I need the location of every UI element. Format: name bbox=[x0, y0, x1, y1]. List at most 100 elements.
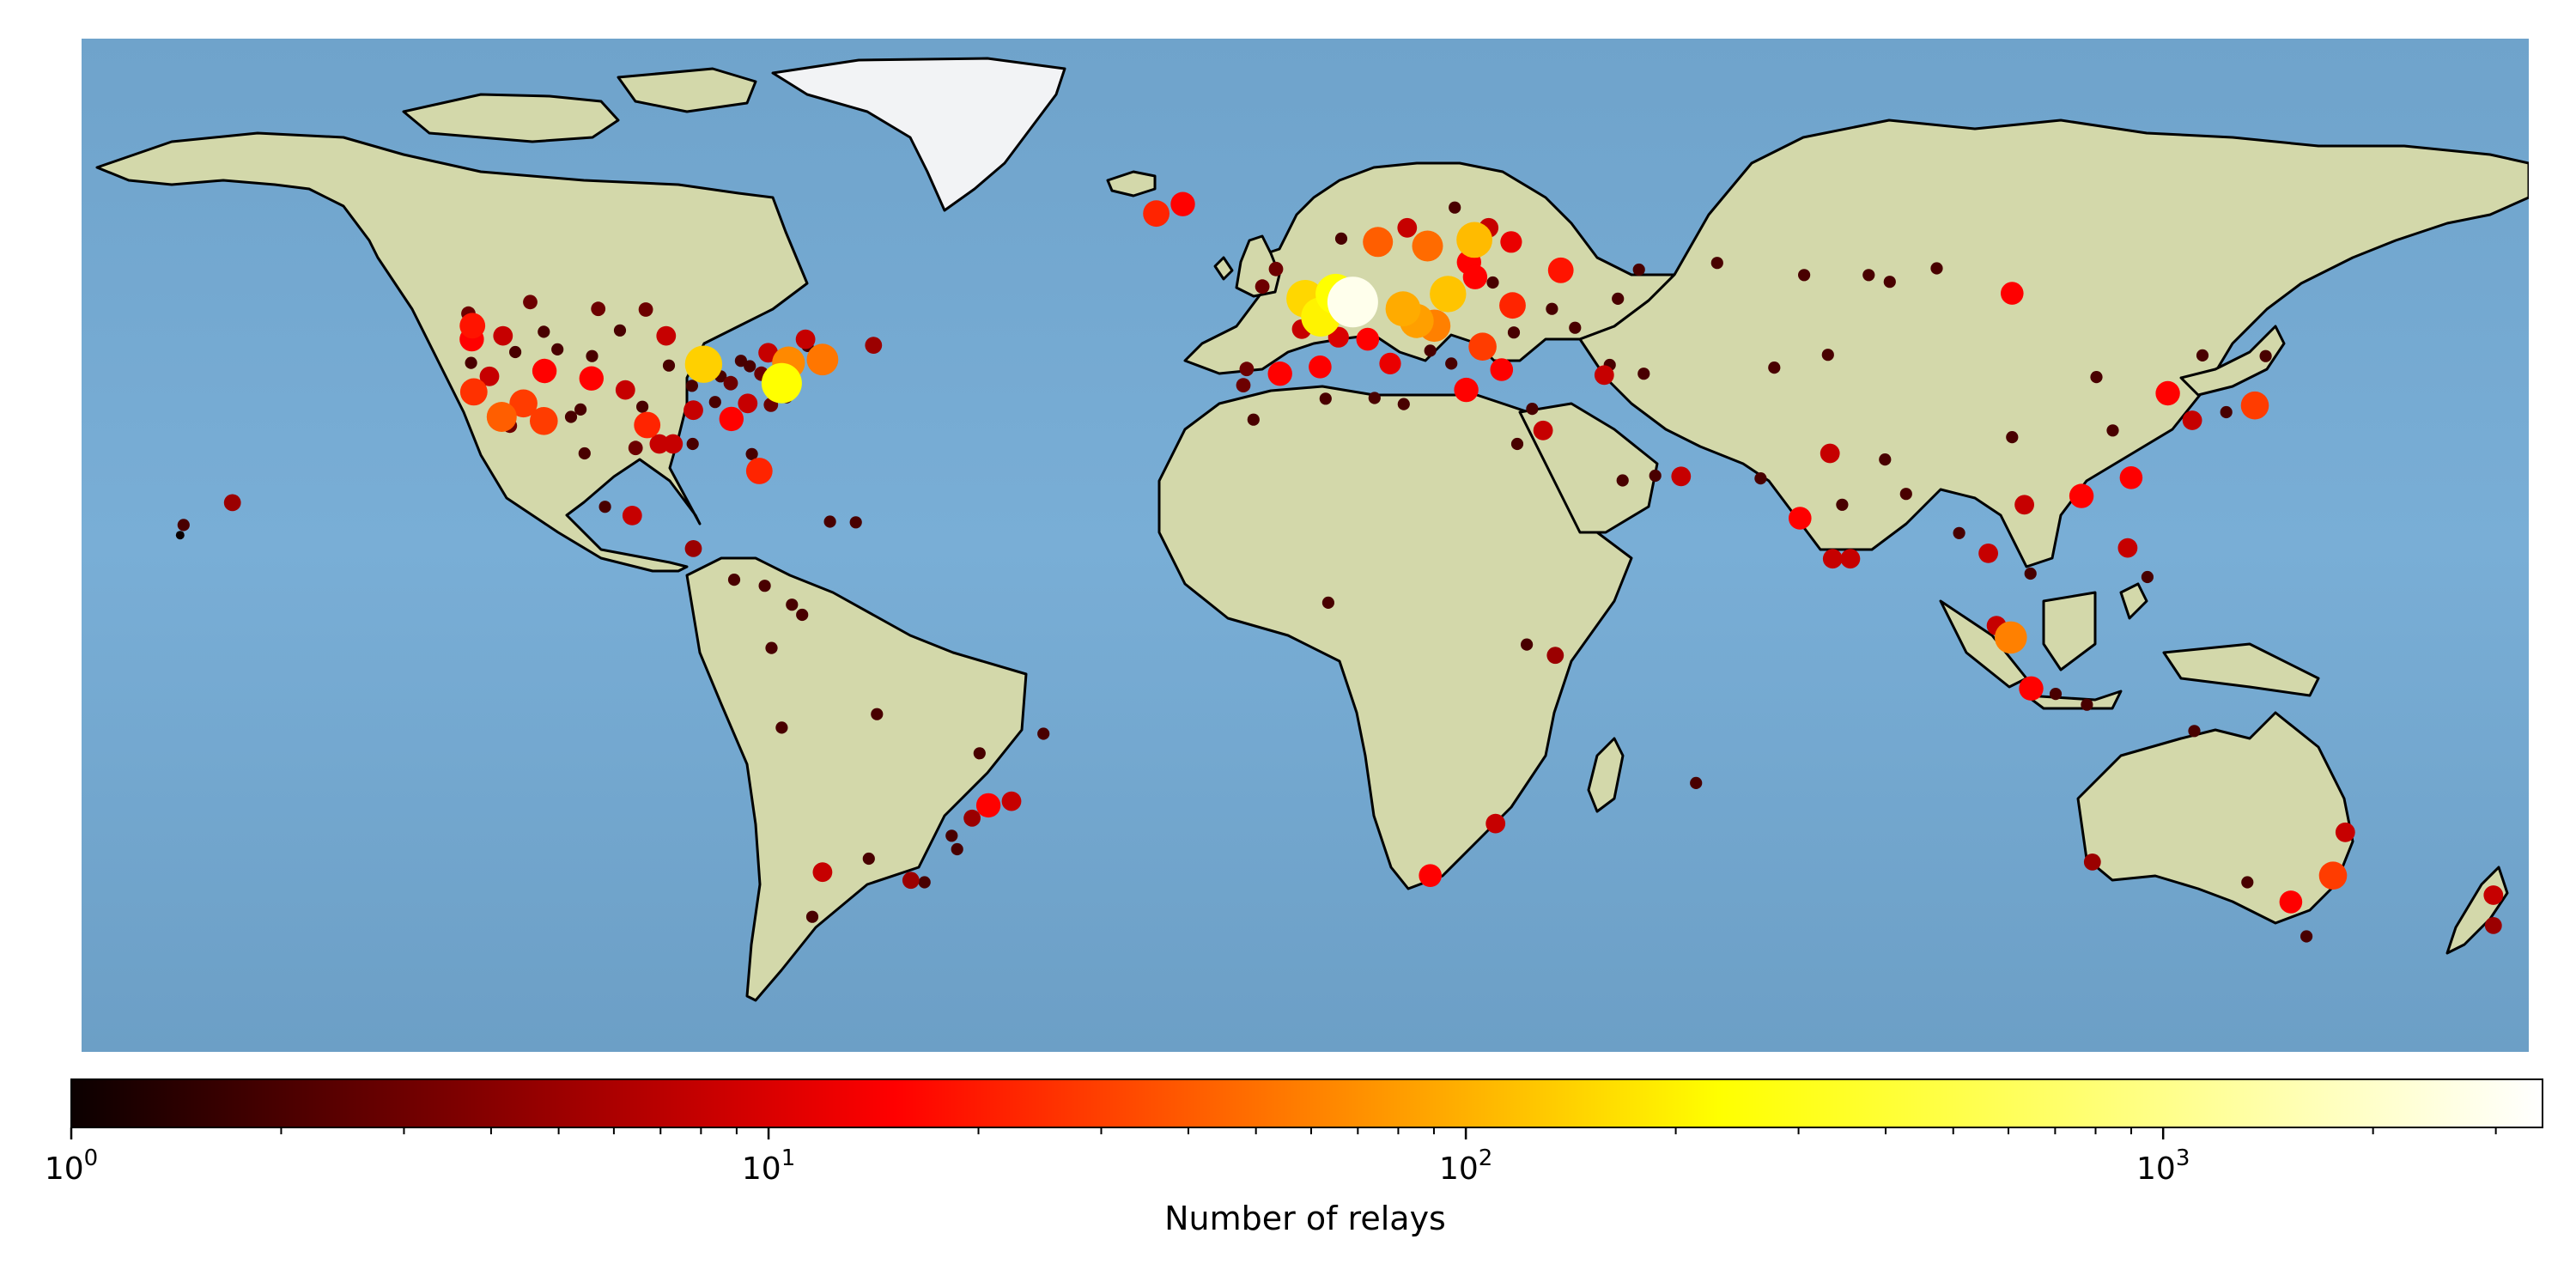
relay-point[interactable] bbox=[509, 389, 538, 418]
relay-point[interactable] bbox=[2259, 349, 2272, 362]
relay-point[interactable] bbox=[708, 396, 721, 409]
relay-point[interactable] bbox=[806, 343, 839, 376]
relay-point[interactable] bbox=[2119, 466, 2143, 489]
relay-point[interactable] bbox=[523, 295, 538, 310]
relay-point[interactable] bbox=[902, 872, 920, 890]
relay-point[interactable] bbox=[465, 356, 477, 369]
relay-point[interactable] bbox=[2220, 405, 2233, 419]
relay-point[interactable] bbox=[745, 458, 773, 484]
relay-point[interactable] bbox=[613, 324, 627, 337]
relay-point[interactable] bbox=[1368, 392, 1381, 404]
relay-point[interactable] bbox=[1309, 355, 1332, 379]
relay-point[interactable] bbox=[574, 403, 587, 416]
relay-point[interactable] bbox=[1821, 349, 1834, 361]
relay-point[interactable] bbox=[591, 301, 606, 317]
relay-point[interactable] bbox=[1327, 276, 1378, 328]
relay-point[interactable] bbox=[745, 447, 758, 460]
relay-point[interactable] bbox=[871, 708, 884, 720]
relay-point[interactable] bbox=[628, 440, 643, 456]
relay-point[interactable] bbox=[459, 313, 486, 339]
relay-point[interactable] bbox=[963, 809, 981, 827]
relay-point[interactable] bbox=[1430, 276, 1467, 313]
relay-point[interactable] bbox=[2241, 876, 2254, 889]
relay-point[interactable] bbox=[532, 358, 557, 384]
relay-point[interactable] bbox=[1356, 327, 1380, 351]
relay-point[interactable] bbox=[761, 362, 802, 404]
relay-point[interactable] bbox=[1397, 398, 1410, 410]
relay-point[interactable] bbox=[1507, 326, 1521, 339]
relay-point[interactable] bbox=[2106, 424, 2119, 437]
relay-point[interactable] bbox=[2484, 917, 2502, 934]
relay-point[interactable] bbox=[1521, 638, 1534, 651]
relay-point[interactable] bbox=[223, 494, 241, 512]
relay-point[interactable] bbox=[2049, 688, 2063, 701]
relay-point[interactable] bbox=[1456, 222, 1492, 258]
relay-point[interactable] bbox=[2019, 676, 2044, 701]
relay-point[interactable] bbox=[1424, 344, 1437, 357]
relay-point[interactable] bbox=[1454, 377, 1479, 403]
relay-point[interactable] bbox=[479, 366, 500, 386]
relay-point[interactable] bbox=[1143, 200, 1170, 228]
relay-point[interactable] bbox=[509, 345, 522, 359]
relay-point[interactable] bbox=[662, 359, 676, 372]
relay-point[interactable] bbox=[805, 910, 819, 923]
relay-point[interactable] bbox=[1632, 263, 1645, 276]
relay-point[interactable] bbox=[1239, 361, 1255, 377]
relay-point[interactable] bbox=[945, 829, 958, 842]
relay-point[interactable] bbox=[1397, 217, 1418, 238]
relay-point[interactable] bbox=[1379, 352, 1401, 374]
relay-point[interactable] bbox=[663, 434, 683, 454]
relay-point[interactable] bbox=[683, 400, 703, 421]
relay-point[interactable] bbox=[1594, 365, 1614, 386]
relay-point[interactable] bbox=[175, 531, 185, 540]
relay-point[interactable] bbox=[1798, 269, 1811, 282]
relay-point[interactable] bbox=[622, 506, 642, 526]
relay-point[interactable] bbox=[1710, 257, 1723, 270]
relay-point[interactable] bbox=[734, 355, 748, 368]
relay-point[interactable] bbox=[1836, 498, 1849, 511]
relay-point[interactable] bbox=[684, 540, 702, 557]
relay-point[interactable] bbox=[865, 337, 883, 354]
relay-point[interactable] bbox=[1490, 358, 1514, 381]
relay-point[interactable] bbox=[615, 380, 635, 400]
relay-point[interactable] bbox=[765, 641, 778, 654]
relay-point[interactable] bbox=[823, 515, 836, 528]
relay-point[interactable] bbox=[2069, 483, 2094, 508]
relay-point[interactable] bbox=[2006, 431, 2019, 444]
relay-point[interactable] bbox=[1820, 443, 1840, 464]
relay-point[interactable] bbox=[1637, 368, 1650, 380]
relay-point[interactable] bbox=[1879, 453, 1892, 466]
relay-point[interactable] bbox=[1995, 621, 2027, 654]
relay-point[interactable] bbox=[1236, 378, 1251, 392]
relay-point[interactable] bbox=[775, 721, 788, 734]
relay-point[interactable] bbox=[1037, 727, 1050, 740]
relay-point[interactable] bbox=[796, 608, 809, 622]
relay-point[interactable] bbox=[2483, 885, 2504, 905]
relay-point[interactable] bbox=[1510, 437, 1524, 451]
relay-point[interactable] bbox=[598, 501, 611, 513]
relay-point[interactable] bbox=[812, 862, 833, 883]
relay-point[interactable] bbox=[1612, 292, 1625, 305]
relay-point[interactable] bbox=[1268, 261, 1284, 276]
relay-point[interactable] bbox=[2090, 371, 2103, 384]
relay-point[interactable] bbox=[684, 345, 723, 383]
relay-point[interactable] bbox=[738, 393, 758, 414]
relay-point[interactable] bbox=[1822, 549, 1843, 569]
relay-point[interactable] bbox=[459, 378, 488, 406]
relay-point[interactable] bbox=[586, 349, 598, 362]
relay-point[interactable] bbox=[951, 842, 963, 856]
relay-point[interactable] bbox=[1468, 332, 1497, 361]
relay-point[interactable] bbox=[2141, 570, 2154, 584]
relay-point[interactable] bbox=[1445, 357, 1458, 370]
relay-point[interactable] bbox=[973, 747, 986, 760]
relay-point[interactable] bbox=[1649, 469, 1662, 483]
relay-point[interactable] bbox=[177, 519, 190, 532]
relay-point[interactable] bbox=[1170, 191, 1195, 216]
relay-point[interactable] bbox=[686, 437, 699, 451]
relay-point[interactable] bbox=[1526, 403, 1539, 416]
relay-point[interactable] bbox=[538, 325, 550, 338]
relay-point[interactable] bbox=[1840, 549, 1861, 569]
relay-point[interactable] bbox=[578, 447, 591, 460]
relay-point[interactable] bbox=[719, 406, 744, 432]
relay-point[interactable] bbox=[1789, 507, 1812, 530]
